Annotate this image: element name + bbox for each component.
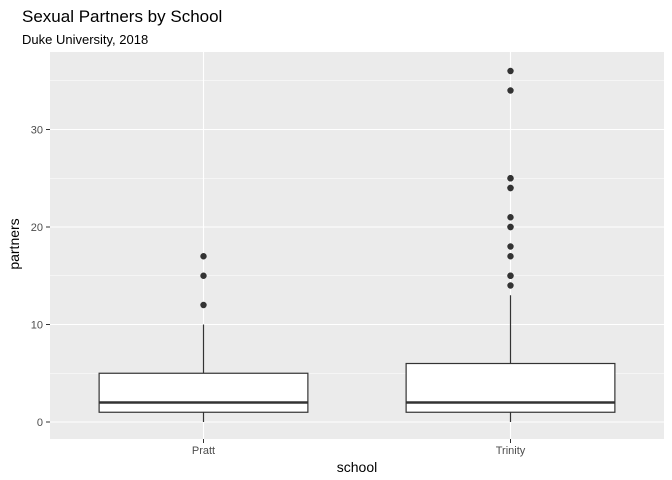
iqr-box-pratt	[98, 372, 309, 413]
y-tick-label-0: 0	[37, 417, 43, 429]
y-axis-title: partners	[6, 218, 22, 269]
outlier-point-trinity-11	[507, 175, 514, 182]
outlier-point-trinity-6	[507, 223, 514, 231]
outlier-point-trinity-4	[507, 243, 514, 250]
x-axis-title: school	[337, 459, 377, 475]
y-tick-label-20: 20	[31, 222, 43, 234]
x-tick-label-pratt: Pratt	[192, 445, 215, 457]
outlier-point-trinity-12	[507, 87, 514, 94]
outlier-point-trinity-13	[507, 67, 514, 75]
outlier-point-trinity-0	[507, 282, 514, 289]
y-axis: 0 10 20 30	[31, 125, 50, 429]
outlier-point-trinity-7	[507, 214, 514, 221]
outlier-point-pratt-2	[200, 253, 207, 260]
chart-subtitle: Duke University, 2018	[22, 32, 148, 47]
outlier-point-trinity-2	[507, 272, 514, 279]
y-tick-label-10: 10	[31, 320, 43, 332]
x-axis: Pratt Trinity	[192, 439, 526, 457]
iqr-box-trinity	[405, 362, 616, 413]
outlier-point-trinity-3	[507, 253, 514, 260]
outlier-point-pratt-1	[200, 272, 207, 279]
x-tick-label-trinity: Trinity	[496, 445, 526, 457]
box-layer	[98, 67, 616, 422]
box-pratt	[98, 253, 309, 422]
outlier-point-trinity-9	[507, 184, 514, 192]
y-tick-label-30: 30	[31, 125, 43, 137]
outlier-point-pratt-0	[200, 301, 207, 309]
box-trinity	[405, 67, 616, 422]
chart-title: Sexual Partners by School	[22, 7, 222, 26]
